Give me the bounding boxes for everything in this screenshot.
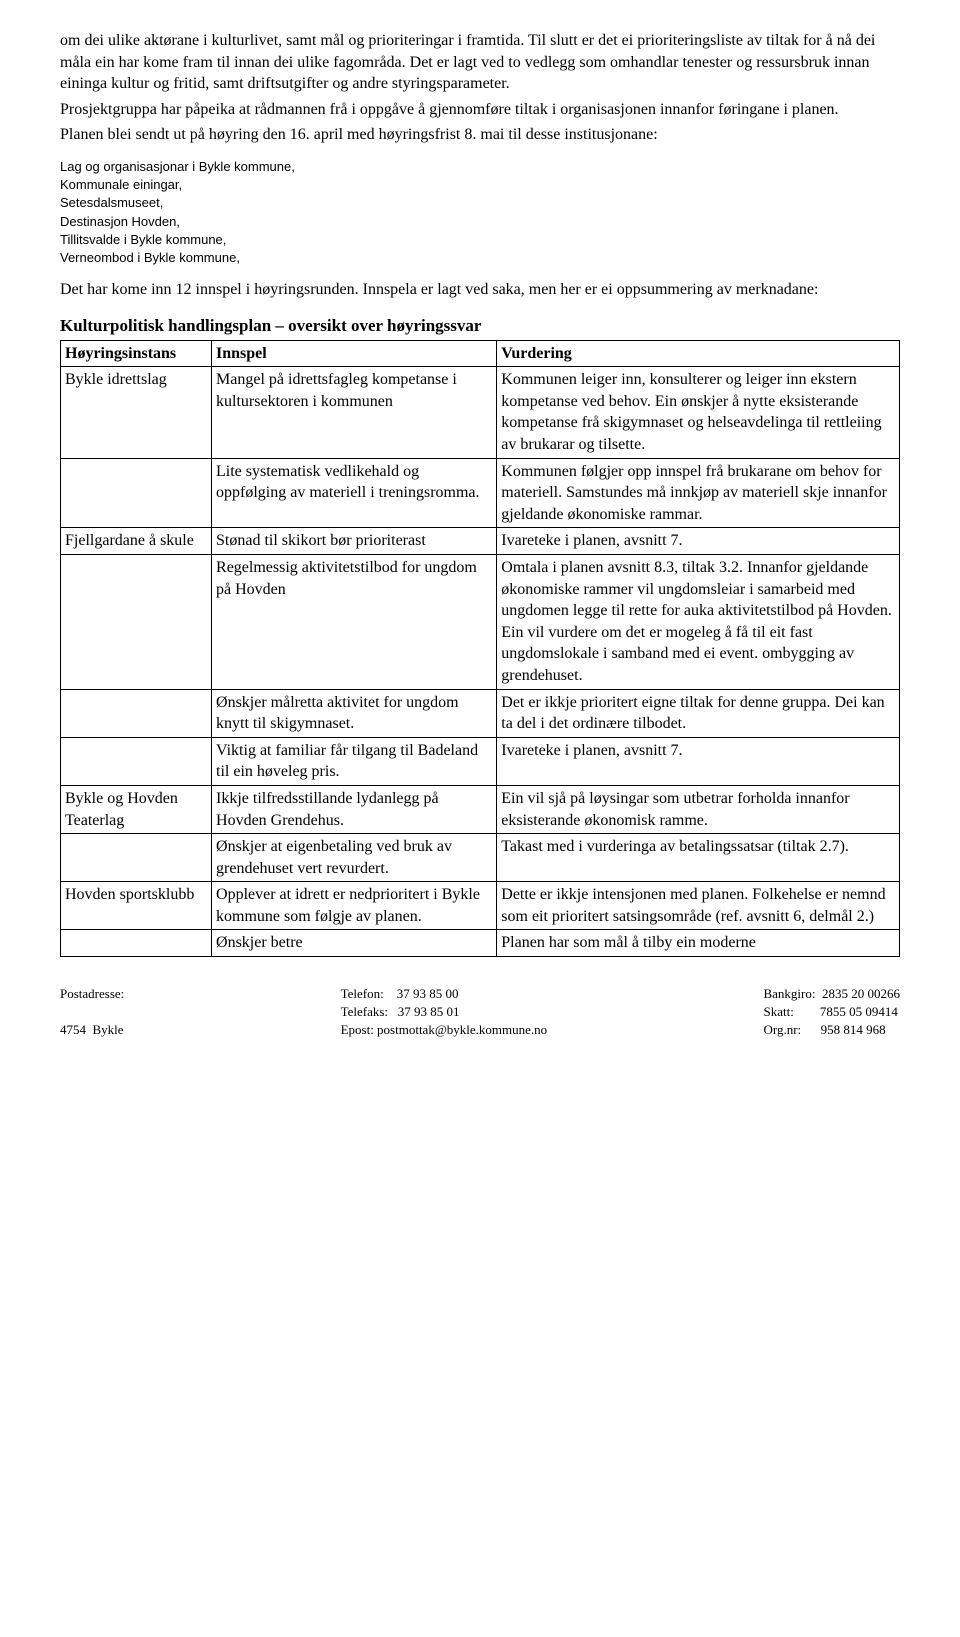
cell-innspel: Ønskjer målretta aktivitet for ungdom kn… [212,689,497,737]
cell-innspel: Ønskjer betre [212,930,497,957]
cell-vurdering: Kommunen leiger inn, konsulterer og leig… [497,367,900,458]
cell-instans [61,458,212,528]
cell-innspel: Mangel på idrettsfagleg kompetanse i kul… [212,367,497,458]
cell-instans: Bykle og Hovden Teaterlag [61,785,212,833]
cell-innspel: Stønad til skikort bør prioriterast [212,528,497,555]
cell-vurdering: Omtala i planen avsnitt 8.3, tiltak 3.2.… [497,554,900,689]
recipient-item: Destinasjon Hovden, [60,213,900,231]
intro-paragraph-1: om dei ulike aktørane i kulturlivet, sam… [60,30,900,95]
table-row: Hovden sportsklubb Opplever at idrett er… [61,882,900,930]
header-vurdering: Vurdering [497,340,900,367]
cell-vurdering: Ivareteke i planen, avsnitt 7. [497,528,900,555]
cell-instans: Hovden sportsklubb [61,882,212,930]
intro-paragraph-3: Planen blei sendt ut på høyring den 16. … [60,124,900,146]
table-header-row: Høyringsinstans Innspel Vurdering [61,340,900,367]
cell-innspel: Ikkje tilfredsstillande lydanlegg på Hov… [212,785,497,833]
table-row: Regelmessig aktivitetstilbod for ungdom … [61,554,900,689]
cell-vurdering: Ein vil sjå på løysingar som utbetrar fo… [497,785,900,833]
footer-orgnr-label: Org.nr: [763,1022,801,1037]
intro-paragraph-2: Prosjektgruppa har påpeika at rådmannen … [60,99,900,121]
footer-address: 4754 Bykle [60,1022,124,1037]
cell-vurdering: Ivareteke i planen, avsnitt 7. [497,737,900,785]
footer-right: Bankgiro: 2835 20 00266 Skatt: 7855 05 0… [763,985,900,1040]
cell-vurdering: Planen har som mål å tilby ein moderne [497,930,900,957]
table-title: Kulturpolitisk handlingsplan – oversikt … [60,315,900,338]
footer-postadresse-label: Postadresse: [60,986,124,1001]
recipient-item: Lag og organisasjonar i Bykle kommune, [60,158,900,176]
footer-left: Postadresse: 4754 Bykle [60,985,124,1040]
recipient-item: Kommunale einingar, [60,176,900,194]
cell-instans [61,554,212,689]
recipients-list: Lag og organisasjonar i Bykle kommune, K… [60,158,900,267]
cell-innspel: Opplever at idrett er nedprioritert i By… [212,882,497,930]
footer-skatt-label: Skatt: [763,1004,793,1019]
table-row: Ønskjer betre Planen har som mål å tilby… [61,930,900,957]
table-row: Fjellgardane å skule Stønad til skikort … [61,528,900,555]
header-innspel: Innspel [212,340,497,367]
cell-vurdering: Dette er ikkje intensjonen med planen. F… [497,882,900,930]
recipient-item: Verneombod i Bykle kommune, [60,249,900,267]
cell-instans [61,834,212,882]
cell-vurdering: Det er ikkje prioritert eigne tiltak for… [497,689,900,737]
cell-instans [61,737,212,785]
header-instans: Høyringsinstans [61,340,212,367]
page-footer: Postadresse: 4754 Bykle Telefon: 37 93 8… [60,985,900,1040]
footer-bankgiro-value: 2835 20 00266 [822,986,900,1001]
cell-instans: Bykle idrettslag [61,367,212,458]
cell-innspel: Viktig at familiar får tilgang til Badel… [212,737,497,785]
footer-telefon-value: 37 93 85 00 [397,986,459,1001]
cell-innspel: Lite systematisk vedlikehald og oppfølgi… [212,458,497,528]
cell-vurdering: Kommunen følgjer opp innspel frå brukara… [497,458,900,528]
footer-orgnr-value: 958 814 968 [821,1022,886,1037]
cell-instans [61,689,212,737]
recipient-item: Setesdalsmuseet, [60,194,900,212]
table-row: Viktig at familiar får tilgang til Badel… [61,737,900,785]
footer-telefaks-label: Telefaks: [341,1004,388,1019]
table-row: Bykle og Hovden Teaterlag Ikkje tilfreds… [61,785,900,833]
footer-epost: Epost: postmottak@bykle.kommune.no [341,1022,548,1037]
response-table: Høyringsinstans Innspel Vurdering Bykle … [60,340,900,957]
table-row: Bykle idrettslag Mangel på idrettsfagleg… [61,367,900,458]
footer-telefon-label: Telefon: [341,986,384,1001]
table-row: Lite systematisk vedlikehald og oppfølgi… [61,458,900,528]
summary-text: Det har kome inn 12 innspel i høyringsru… [60,279,900,301]
footer-skatt-value: 7855 05 09414 [820,1004,898,1019]
footer-telefaks-value: 37 93 85 01 [398,1004,460,1019]
cell-innspel: Regelmessig aktivitetstilbod for ungdom … [212,554,497,689]
table-row: Ønskjer målretta aktivitet for ungdom kn… [61,689,900,737]
cell-vurdering: Takast med i vurderinga av betalingssats… [497,834,900,882]
recipient-item: Tillitsvalde i Bykle kommune, [60,231,900,249]
cell-instans [61,930,212,957]
footer-bankgiro-label: Bankgiro: [763,986,815,1001]
table-row: Ønskjer at eigenbetaling ved bruk av gre… [61,834,900,882]
cell-innspel: Ønskjer at eigenbetaling ved bruk av gre… [212,834,497,882]
footer-mid: Telefon: 37 93 85 00 Telefaks: 37 93 85 … [341,985,548,1040]
cell-instans: Fjellgardane å skule [61,528,212,555]
